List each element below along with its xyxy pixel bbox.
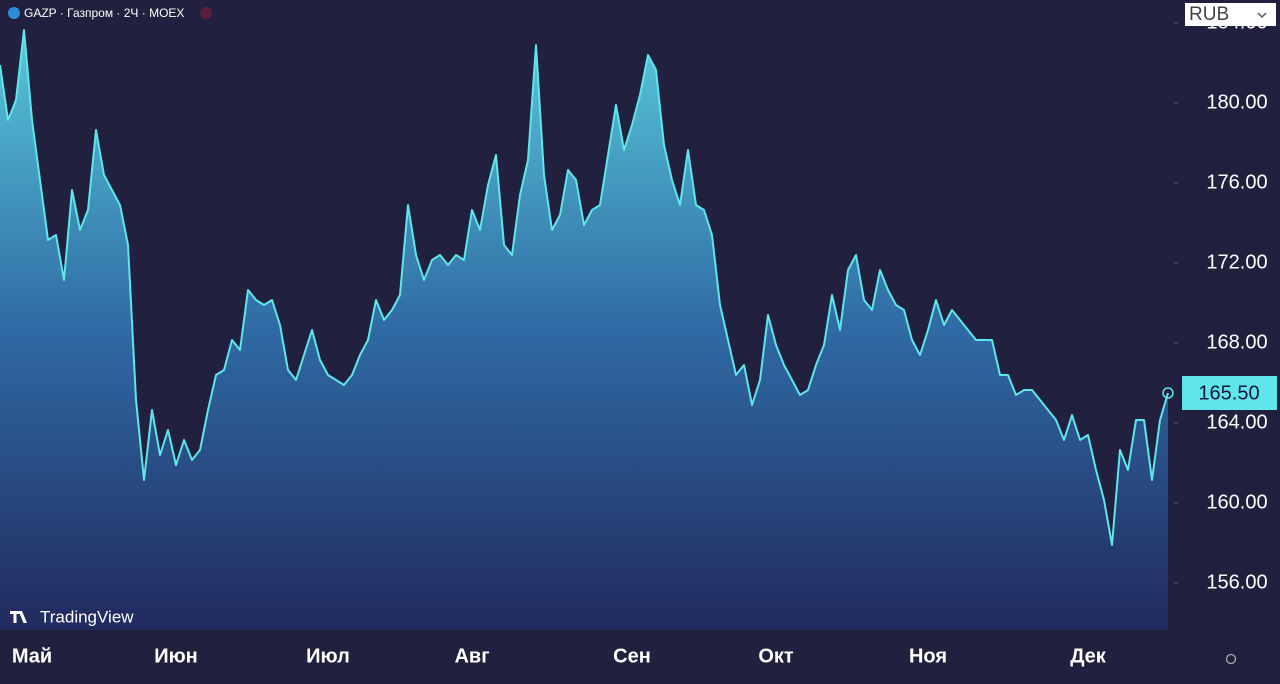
price-line — [0, 29, 1169, 546]
y-axis: 156.00 160.00 164.00 168.00 172.00 176.00 180.… — [12, 11, 1277, 667]
symbol-icon — [8, 7, 20, 19]
plot-area — [0, 29, 1174, 630]
x-tick-label: Июл — [306, 645, 350, 667]
y-tick-label: 156.00 — [1206, 571, 1267, 593]
y-tick-label: 168.00 — [1206, 331, 1267, 353]
last-price-box — [1182, 376, 1277, 410]
x-tick-label: Окт — [758, 645, 794, 667]
brand: TradingView — [40, 607, 134, 626]
x-tick-label: Май — [12, 645, 52, 667]
currency-box[interactable] — [1185, 3, 1276, 26]
settings-icon[interactable] — [1225, 653, 1237, 665]
indicator-icon — [200, 7, 212, 19]
x-tick-label: Дек — [1070, 645, 1107, 667]
last-point — [1162, 387, 1174, 399]
brand-logo — [10, 611, 27, 623]
x-tick-label: Сен — [613, 645, 651, 667]
y-tick-label: 176.00 — [1206, 171, 1267, 193]
currency[interactable]: RUB — [1189, 4, 1229, 25]
area-fill — [0, 30, 1168, 630]
y-tick-label: 172.00 — [1206, 251, 1267, 273]
y-tick-label: 180.00 — [1206, 91, 1267, 113]
x-tick-label: Авг — [454, 645, 489, 667]
dropdown-arrow[interactable] — [1257, 12, 1267, 19]
x-tick-label: Июн — [154, 645, 198, 667]
last-price-label: 165.50 — [1198, 382, 1259, 404]
y-tick-label: 164.00 — [1206, 411, 1267, 433]
symbol-title: GAZP · Газпром · 2Ч · MOEX — [24, 6, 184, 20]
x-tick-label: Ноя — [909, 645, 947, 667]
y-tick-label: 160.00 — [1206, 491, 1267, 513]
